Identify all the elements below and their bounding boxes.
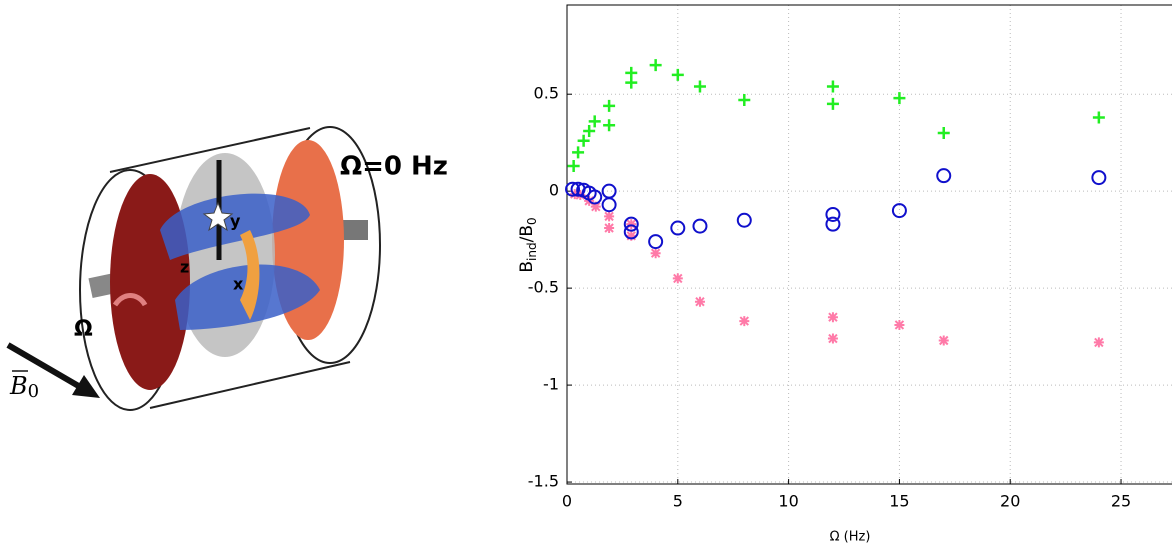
data-point	[623, 216, 639, 232]
x-tick-label: 5	[673, 492, 683, 511]
data-point	[604, 211, 615, 222]
rotation-arrow	[112, 293, 148, 307]
data-point	[577, 134, 590, 147]
axis-label: y	[230, 212, 241, 231]
data-point	[827, 312, 838, 323]
cylinder-side	[109, 127, 351, 409]
data-point	[603, 99, 616, 112]
field-subscript: 0	[28, 381, 39, 402]
data-point	[1091, 170, 1107, 186]
data-point	[603, 119, 616, 132]
axis-label: z	[180, 258, 189, 277]
apparatus-diagram: y z x Ω=0 Hz Ω B0	[6, 126, 448, 411]
data-point	[738, 94, 751, 107]
data-point	[825, 216, 841, 232]
axis-label: x	[233, 275, 244, 294]
data-point	[626, 230, 637, 241]
flow-arrow	[240, 230, 260, 320]
data-point	[736, 212, 752, 228]
data-point	[650, 248, 661, 259]
x-axis-label: Ω (Hz)	[830, 530, 871, 545]
x-tick-label: 0	[562, 492, 572, 511]
data-point	[587, 189, 603, 205]
data-point	[671, 68, 684, 81]
x-tick-label: 10	[778, 492, 798, 511]
y-label-part: /B	[517, 225, 537, 242]
axes-frame	[566, 4, 1172, 485]
data-point	[604, 223, 615, 234]
data-point	[937, 126, 950, 139]
data-point	[672, 273, 683, 284]
speed-label: Ω=0 Hz	[340, 152, 448, 182]
data-point	[601, 197, 617, 213]
y-label-sub: ind	[525, 242, 539, 261]
data-point	[601, 183, 617, 199]
center-star	[202, 201, 234, 232]
data-point	[626, 219, 637, 230]
data-point	[649, 59, 662, 72]
data-point	[936, 168, 952, 184]
data-point	[893, 92, 906, 105]
x-tick-label: 20	[1000, 492, 1020, 511]
data-point	[826, 97, 839, 110]
y-tick-label: -1.5	[528, 472, 559, 491]
y-label-part: B	[517, 261, 537, 273]
y-axis-label: Bind/B0	[517, 217, 539, 272]
y-tick-label: 0.5	[534, 84, 559, 103]
data-point	[1092, 111, 1105, 124]
data-point	[670, 220, 686, 236]
data-point	[739, 316, 750, 327]
rotation-label: Ω	[74, 317, 93, 342]
data-point	[693, 80, 706, 93]
x-tick-label: 15	[889, 492, 909, 511]
data-point	[692, 218, 708, 234]
data-point	[891, 203, 907, 219]
flow-loop	[160, 193, 310, 260]
field-symbol: B	[9, 372, 28, 400]
y-tick-label: -1	[543, 375, 559, 394]
data-point	[565, 181, 581, 197]
data-point	[938, 335, 949, 346]
data-point	[825, 206, 841, 222]
data-point	[623, 224, 639, 240]
data-point	[583, 125, 596, 138]
x-tick-label: 25	[1111, 492, 1131, 511]
data-point	[590, 201, 601, 212]
data-point	[625, 76, 638, 89]
scatter-chart: Ω (Hz) Bind/B0	[517, 217, 870, 544]
inner-disc	[110, 174, 190, 390]
data-point	[588, 115, 601, 128]
data-point	[648, 234, 664, 250]
data-point	[827, 333, 838, 344]
field-label: B0	[9, 372, 39, 403]
data-point	[694, 296, 705, 307]
data-point	[894, 319, 905, 330]
y-tick-label: -0.5	[528, 278, 559, 297]
y-label-sub: 0	[525, 217, 539, 225]
y-tick-label: 0	[549, 181, 559, 200]
data-point	[1093, 337, 1104, 348]
data-point	[567, 159, 580, 172]
field-arrowhead	[72, 375, 100, 398]
data-point	[572, 146, 585, 159]
data-point	[826, 80, 839, 93]
field-arrow	[6, 342, 84, 391]
